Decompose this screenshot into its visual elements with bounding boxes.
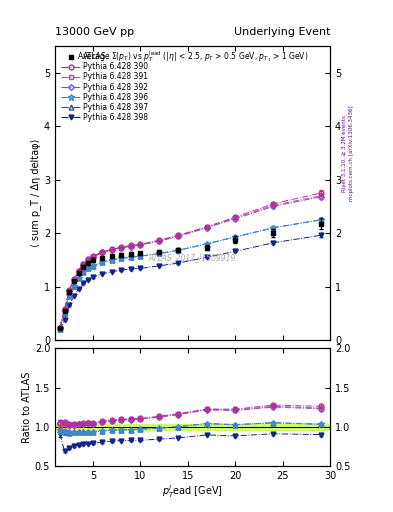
Text: Rivet 3.1.10, ≥ 3.2M events: Rivet 3.1.10, ≥ 3.2M events (342, 115, 346, 192)
Text: Underlying Event: Underlying Event (233, 27, 330, 37)
Y-axis label: ⟨ sum p_T / Δη deltaφ⟩: ⟨ sum p_T / Δη deltaφ⟩ (30, 139, 41, 247)
X-axis label: $p_T^{l}$ead [GeV]: $p_T^{l}$ead [GeV] (162, 483, 223, 500)
Bar (55, 423, 330, 430)
Y-axis label: Ratio to ATLAS: Ratio to ATLAS (22, 371, 32, 443)
Text: Average $\Sigma(p_T)$ vs $p_T^{\rm lead}$ ($|\eta|$ < 2.5, $p_T$ > 0.5 GeV, $p_{: Average $\Sigma(p_T)$ vs $p_T^{\rm lead}… (77, 49, 309, 64)
Legend: ATLAS, Pythia 6.428 390, Pythia 6.428 391, Pythia 6.428 392, Pythia 6.428 396, P: ATLAS, Pythia 6.428 390, Pythia 6.428 39… (59, 50, 151, 124)
Text: 13000 GeV pp: 13000 GeV pp (55, 27, 134, 37)
Text: ATLAS_2017_I1509919: ATLAS_2017_I1509919 (149, 253, 236, 262)
Text: mcplots.cern.ch [arXiv:1306.3436]: mcplots.cern.ch [arXiv:1306.3436] (349, 106, 354, 201)
